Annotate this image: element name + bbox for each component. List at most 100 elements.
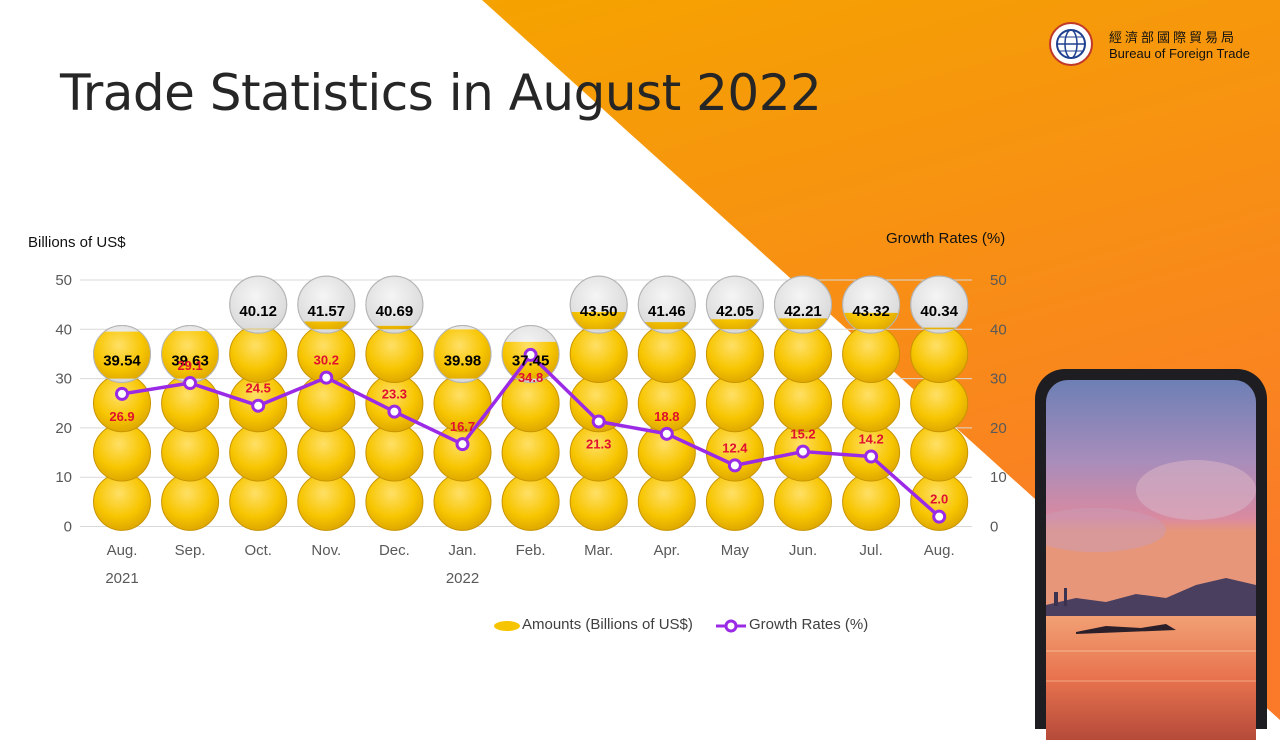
- left-tick-label: 50: [55, 272, 72, 289]
- legend-swatch-amounts: [494, 621, 520, 631]
- growth-rate-point: [727, 458, 742, 473]
- amount-bubble: [365, 472, 424, 531]
- amount-bubble: [93, 472, 151, 531]
- left-tick-label: 20: [55, 420, 72, 437]
- amount-label: 41.57: [308, 303, 346, 320]
- category-label: Mar.: [584, 542, 613, 559]
- amount-bubble-filled-part: [375, 325, 414, 330]
- amount-bubble-partial: [297, 275, 356, 334]
- growth-rate-label: 34.8: [518, 370, 543, 385]
- amount-bubble-outline: [297, 275, 356, 334]
- growth-rate-label: 2.0: [930, 492, 948, 507]
- amount-bubble-filled-part: [922, 327, 957, 330]
- left-axis-title: Billions of US$: [28, 234, 126, 251]
- category-label: Dec.: [379, 542, 410, 559]
- data-labels: 39.54 39.63 40.12 41.57 40.69 39.98 37.45 43.50…: [103, 303, 958, 507]
- amount-label: 43.32: [852, 303, 890, 320]
- growth-rate-label: 26.9: [109, 409, 134, 424]
- amount-bubble-stack: [161, 324, 220, 531]
- amount-bubble-partial: [93, 324, 151, 383]
- amount-bubble: [910, 423, 969, 482]
- amount-bubble: [569, 423, 628, 482]
- bureau-logo: 經濟部國際貿易局 Bureau of Foreign Trade: [1049, 22, 1259, 66]
- amount-bubble-filled-part: [644, 322, 690, 330]
- amount-bubble-outline: [774, 275, 832, 334]
- amount-bubble-partial: [637, 275, 696, 334]
- amount-bubble: [842, 472, 901, 531]
- amount-bubble-outline: [842, 275, 901, 334]
- amount-bubble: [501, 423, 560, 482]
- category-label: Jun.: [789, 542, 817, 559]
- growth-rate-point: [115, 386, 129, 401]
- legend-label-growth: Growth Rates (%): [749, 616, 869, 633]
- amount-bubble-outline: [365, 275, 424, 334]
- right-tick-label: 40: [990, 321, 1007, 338]
- left-tick-label: 10: [55, 469, 72, 486]
- amount-bubble: [774, 472, 832, 531]
- amount-bubble-filled-part: [93, 331, 151, 379]
- amount-bubble-partial: [161, 324, 220, 383]
- amount-label: 39.54: [103, 352, 141, 369]
- amount-bubble: [774, 374, 832, 433]
- amount-bubble-partial: [774, 275, 832, 334]
- axis-ticks: 0 10 20 30 40 50 0 10 20 30 40 50 Aug. Sep. Oct. Nov. De…: [55, 272, 1006, 587]
- growth-rate-point: [251, 398, 266, 413]
- category-label: Aug.: [107, 542, 138, 559]
- amount-label: 40.34: [920, 303, 958, 320]
- amount-bubble: [637, 324, 696, 383]
- amount-label: 43.50: [580, 303, 618, 320]
- category-label: Jul.: [859, 542, 882, 559]
- growth-rate-label: 12.4: [722, 440, 748, 455]
- trade-chart: 0 10 20 30 40 50 0 10 20 30 40 50 Aug. Sep. Oct. Nov. De…: [55, 272, 1006, 587]
- growth-rate-point: [659, 426, 674, 441]
- growth-rate-point: [864, 449, 879, 464]
- right-tick-label: 10: [990, 469, 1007, 486]
- sunset-harbor-image: [1046, 380, 1256, 740]
- category-label: Sep.: [175, 542, 206, 559]
- amount-bubble-filled-part: [434, 329, 491, 379]
- amount-bubble-partial: [842, 275, 901, 334]
- growth-rate-label: 18.8: [654, 409, 679, 424]
- amount-label: 42.21: [784, 303, 822, 320]
- amount-bubble: [705, 472, 764, 531]
- amount-bubble: [229, 324, 288, 383]
- left-tick-label: 30: [55, 371, 72, 388]
- year-label: 2022: [446, 570, 479, 587]
- right-axis-title: Growth Rates (%): [886, 230, 1006, 247]
- amount-bubble-filled-part: [778, 318, 828, 330]
- category-label: May: [721, 542, 750, 559]
- amount-bubbles: [93, 275, 969, 531]
- amount-bubble: [910, 324, 969, 383]
- growth-rate-label: 23.3: [382, 387, 407, 402]
- page-title: Trade Statistics in August 2022: [60, 64, 822, 122]
- right-tick-label: 50: [990, 272, 1007, 289]
- amount-bubble-stack: [229, 275, 288, 531]
- amount-label: 42.05: [716, 303, 754, 320]
- category-label: Aug.: [924, 542, 955, 559]
- amount-bubble-filled-part: [161, 331, 219, 379]
- amount-bubble: [297, 472, 356, 531]
- year-label: 2021: [105, 570, 138, 587]
- left-tick-label: 40: [55, 321, 72, 338]
- growth-rate-label: 30.2: [314, 353, 339, 368]
- amount-label: 39.63: [171, 352, 209, 369]
- amount-bubble-filled-part: [843, 312, 899, 330]
- amount-bubble-partial: [229, 275, 288, 334]
- amount-bubble-stack: [842, 275, 901, 531]
- growth-rate-point: [319, 370, 334, 385]
- right-tick-label: 0: [990, 519, 998, 536]
- amount-bubble-outline: [433, 324, 492, 383]
- amount-bubble: [705, 324, 764, 383]
- growth-rate-point: [591, 414, 606, 429]
- amount-bubble: [569, 472, 628, 531]
- growth-rate-label: 14.2: [858, 431, 883, 446]
- amount-bubble: [637, 472, 696, 531]
- growth-rate-point: [183, 376, 198, 391]
- growth-rate-point: [387, 404, 402, 419]
- category-label: Nov.: [311, 542, 341, 559]
- amount-bubble-outline: [501, 324, 560, 383]
- amount-bubble-stack: [297, 275, 356, 531]
- amount-bubble-outline: [569, 275, 628, 334]
- amount-bubble: [365, 423, 424, 482]
- right-tick-label: 20: [990, 420, 1007, 437]
